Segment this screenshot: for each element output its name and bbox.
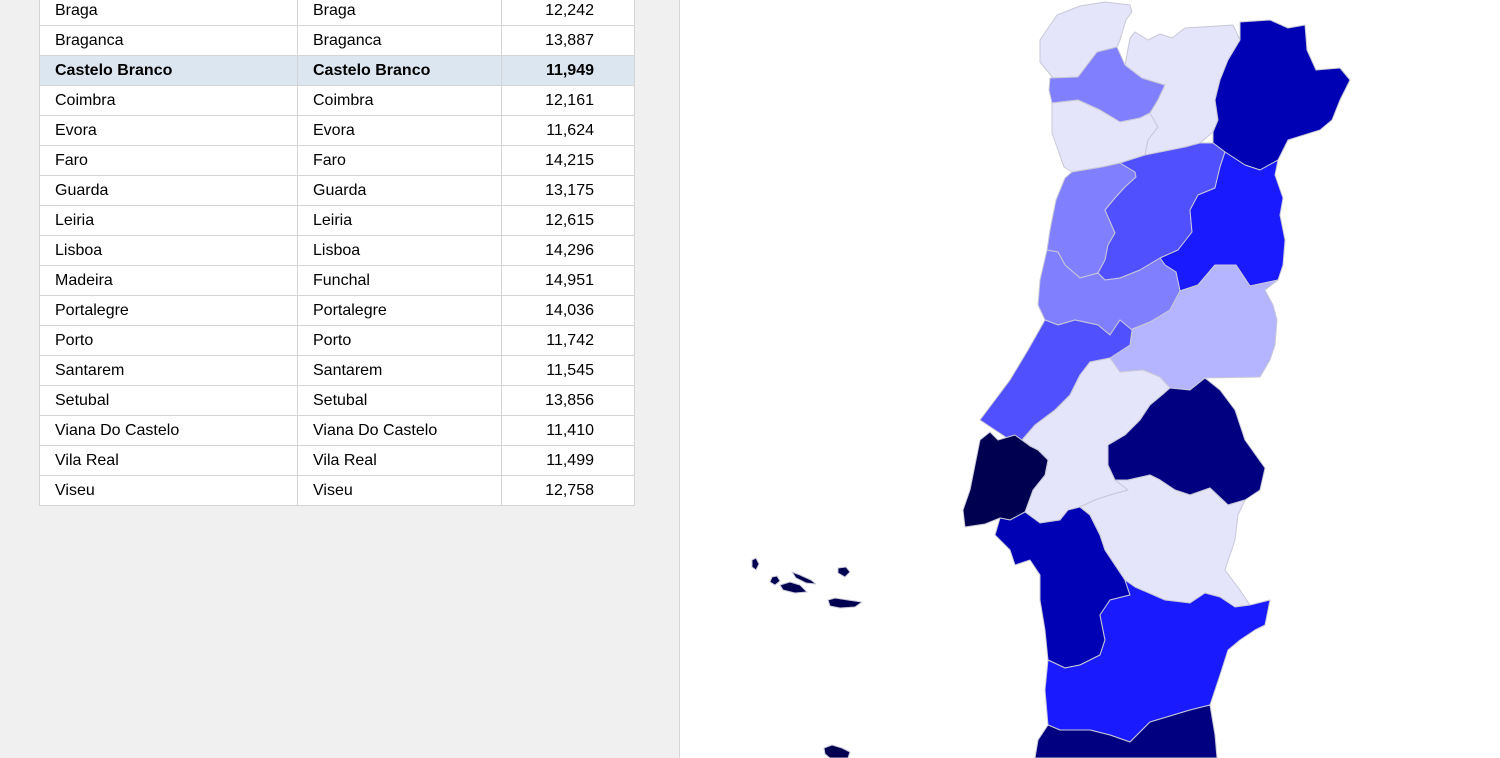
choropleth-map: [751, 1, 1351, 758]
value-cell: 12,161: [501, 85, 635, 116]
value-cell: 12,242: [501, 0, 635, 26]
region-faro[interactable]: [1034, 704, 1218, 758]
table-row[interactable]: Viseu Viseu 12,758: [39, 475, 635, 506]
capital-cell: Evora: [297, 115, 502, 146]
district-cell: Viseu: [39, 475, 298, 506]
value-cell: 11,949: [501, 55, 635, 86]
value-cell: 12,615: [501, 205, 635, 236]
table-row[interactable]: Portalegre Portalegre 14,036: [39, 295, 635, 326]
capital-cell: Braganca: [297, 25, 502, 56]
district-cell: Faro: [39, 145, 298, 176]
capital-cell: Portalegre: [297, 295, 502, 326]
table-row[interactable]: Guarda Guarda 13,175: [39, 175, 635, 206]
map-panel: [680, 0, 1500, 758]
capital-cell: Vila Real: [297, 445, 502, 476]
value-cell: 11,410: [501, 415, 635, 446]
table-row[interactable]: Viana Do Castelo Viana Do Castelo 11,410: [39, 415, 635, 446]
district-cell: Braga: [39, 0, 298, 26]
capital-cell: Castelo Branco: [297, 55, 502, 86]
table-row[interactable]: Castelo Branco Castelo Branco 11,949: [39, 55, 635, 86]
capital-cell: Santarem: [297, 355, 502, 386]
region-lisboa[interactable]: [962, 431, 1049, 528]
capital-cell: Leiria: [297, 205, 502, 236]
value-cell: 11,624: [501, 115, 635, 146]
capital-cell: Funchal: [297, 265, 502, 296]
district-cell: Portalegre: [39, 295, 298, 326]
table-row[interactable]: Madeira Funchal 14,951: [39, 265, 635, 296]
table-row[interactable]: Braga Braga 12,242: [39, 0, 635, 26]
region-braganca[interactable]: [1212, 19, 1351, 171]
district-cell: Guarda: [39, 175, 298, 206]
table-row[interactable]: Braganca Braganca 13,887: [39, 25, 635, 56]
table-row[interactable]: Leiria Leiria 12,615: [39, 205, 635, 236]
table-row[interactable]: Evora Evora 11,624: [39, 115, 635, 146]
value-cell: 13,856: [501, 385, 635, 416]
value-cell: 12,758: [501, 475, 635, 506]
district-cell: Setubal: [39, 385, 298, 416]
table-body: Braga Braga 12,242 Braganca Braganca 13,887 Ca…: [39, 0, 635, 506]
district-cell: Braganca: [39, 25, 298, 56]
table-row[interactable]: Coimbra Coimbra 12,161: [39, 85, 635, 116]
district-cell: Madeira: [39, 265, 298, 296]
capital-cell: Braga: [297, 0, 502, 26]
table-row[interactable]: Vila Real Vila Real 11,499: [39, 445, 635, 476]
value-cell: 13,887: [501, 25, 635, 56]
value-cell: 14,296: [501, 235, 635, 266]
district-cell: Porto: [39, 325, 298, 356]
region-beja[interactable]: [1044, 579, 1271, 743]
table-row[interactable]: Santarem Santarem 11,545: [39, 355, 635, 386]
region-madeira[interactable]: [823, 744, 851, 758]
capital-cell: Viana Do Castelo: [297, 415, 502, 446]
table-row[interactable]: Lisboa Lisboa 14,296: [39, 235, 635, 266]
capital-cell: Faro: [297, 145, 502, 176]
capital-cell: Setubal: [297, 385, 502, 416]
district-cell: Santarem: [39, 355, 298, 386]
value-cell: 11,499: [501, 445, 635, 476]
table-row[interactable]: Setubal Setubal 13,856: [39, 385, 635, 416]
district-cell: Evora: [39, 115, 298, 146]
capital-cell: Guarda: [297, 175, 502, 206]
district-cell: Viana Do Castelo: [39, 415, 298, 446]
value-cell: 11,742: [501, 325, 635, 356]
district-cell: Vila Real: [39, 445, 298, 476]
capital-cell: Lisboa: [297, 235, 502, 266]
district-cell: Leiria: [39, 205, 298, 236]
district-cell: Castelo Branco: [39, 55, 298, 86]
capital-cell: Coimbra: [297, 85, 502, 116]
table-panel: Braga Braga 12,242 Braganca Braganca 13,887 Ca…: [0, 0, 680, 758]
table-row[interactable]: Faro Faro 14,215: [39, 145, 635, 176]
value-cell: 14,951: [501, 265, 635, 296]
district-cell: Lisboa: [39, 235, 298, 266]
value-cell: 11,545: [501, 355, 635, 386]
capital-cell: Porto: [297, 325, 502, 356]
region-azores[interactable]: [751, 557, 863, 609]
value-cell: 14,215: [501, 145, 635, 176]
value-cell: 14,036: [501, 295, 635, 326]
table-row[interactable]: Porto Porto 11,742: [39, 325, 635, 356]
capital-cell: Viseu: [297, 475, 502, 506]
data-table: Braga Braga 12,242 Braganca Braganca 13,887 Ca…: [39, 0, 635, 506]
value-cell: 13,175: [501, 175, 635, 206]
district-cell: Coimbra: [39, 85, 298, 116]
